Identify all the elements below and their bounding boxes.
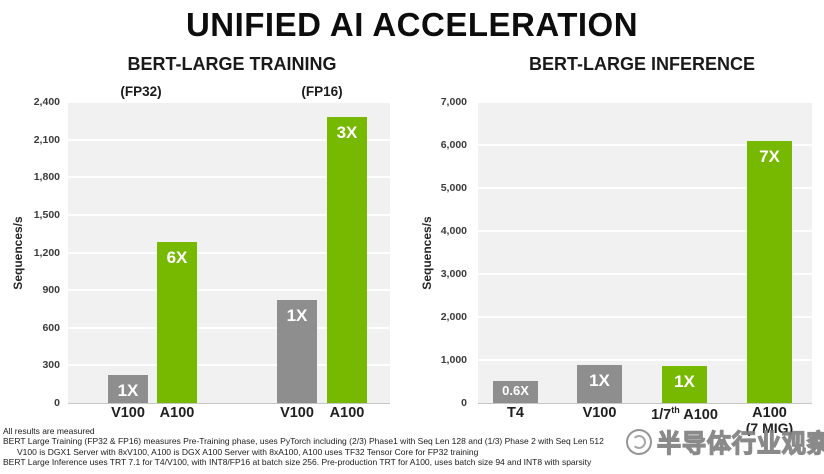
- bar-multiplier-label: 1X: [286, 306, 308, 326]
- gridline: [68, 176, 390, 179]
- footnote-line: BERT Large Inference uses TRT 7.1 for T4…: [3, 457, 592, 468]
- watermark: 半导体行业观察: [626, 424, 824, 460]
- group-label: (FP32): [120, 84, 162, 99]
- bar-1-7th-a100: 1X: [662, 365, 707, 403]
- gridline: [68, 101, 390, 103]
- y-tick-label: 0: [54, 397, 60, 409]
- y-tick-label: 900: [42, 284, 60, 297]
- bar-a100: 3X: [327, 117, 367, 403]
- page-title: UNIFIED AI ACCELERATION: [185, 6, 639, 43]
- bar-v100: 1X: [577, 364, 622, 403]
- gridline: [68, 289, 390, 292]
- footnote-line: BERT Large Training (FP32 & FP16) measur…: [3, 436, 604, 447]
- y-tick-label: 0: [461, 397, 467, 409]
- y-tick-label: 3,000: [440, 268, 467, 280]
- y-tick-label: 1,000: [440, 354, 467, 366]
- y-axis-label: Sequences/s: [420, 215, 434, 290]
- footnotes: All results are measured BERT Large Trai…: [3, 426, 604, 468]
- bar-multiplier-label: 3X: [336, 123, 358, 143]
- gridline: [478, 273, 812, 275]
- gridline: [68, 251, 390, 254]
- y-tick-label: 600: [42, 321, 60, 334]
- x-category-label: A100: [752, 405, 787, 421]
- x-category-label: V100: [582, 405, 617, 421]
- gridline: [68, 213, 390, 216]
- y-tick-label: 1,500: [33, 208, 60, 221]
- watermark-text: 半导体行业观察: [656, 429, 824, 458]
- y-tick-label: 7,000: [440, 96, 467, 108]
- y-tick-label: 1,200: [33, 246, 60, 259]
- footnote-line: V100 is DGX1 Server with 8xV100, A100 is…: [17, 446, 479, 457]
- bar-t4: 0.6X: [493, 380, 538, 403]
- gridline: [478, 230, 812, 232]
- bar-v100: 1X: [108, 375, 148, 403]
- x-category-label: A100: [159, 405, 195, 421]
- bar-multiplier-label: 7X: [759, 146, 780, 166]
- bar-a100: 7X: [747, 140, 792, 403]
- x-category-label: 1/7th A100: [651, 405, 718, 423]
- footnote-line: All results are measured: [3, 426, 95, 436]
- y-tick-label: 300: [42, 359, 60, 372]
- gridline: [478, 144, 812, 146]
- watermark-logo-icon: [626, 429, 652, 455]
- y-tick-label: 2,400: [33, 96, 60, 108]
- y-tick-label: 4,000: [440, 225, 467, 237]
- gridline: [478, 359, 812, 361]
- y-tick-label: 6,000: [440, 139, 467, 151]
- group-label: (FP16): [301, 84, 343, 99]
- x-category-label: V100: [111, 405, 145, 421]
- gridline: [68, 364, 390, 367]
- x-category-sublabel: (7 MIG): [745, 420, 794, 436]
- x-category-label: V100: [280, 405, 314, 421]
- chart-title: BERT-LARGE TRAINING: [127, 54, 337, 74]
- chart-title: BERT-LARGE INFERENCE: [528, 54, 756, 74]
- x-category-label: A100: [329, 405, 365, 421]
- bar-v100: 1X: [277, 300, 317, 403]
- bar-multiplier-label: 1X: [589, 370, 610, 390]
- gridline: [478, 187, 812, 189]
- x-category-label: T4: [507, 405, 524, 421]
- bar-a100: 6X: [157, 242, 197, 403]
- bar-multiplier-label: 1X: [117, 381, 139, 401]
- y-tick-label: 1,800: [33, 171, 60, 184]
- gridline: [68, 138, 390, 141]
- bar-multiplier-label: 0.6X: [502, 382, 529, 398]
- gridline: [478, 101, 812, 103]
- y-tick-label: 2,000: [440, 311, 467, 323]
- bar-multiplier-label: 6X: [166, 248, 188, 268]
- y-tick-label: 2,100: [33, 133, 60, 146]
- bar-multiplier-label: 1X: [674, 371, 695, 391]
- y-tick-label: 5,000: [440, 182, 467, 194]
- gridline: [478, 316, 812, 318]
- gridline: [68, 326, 390, 329]
